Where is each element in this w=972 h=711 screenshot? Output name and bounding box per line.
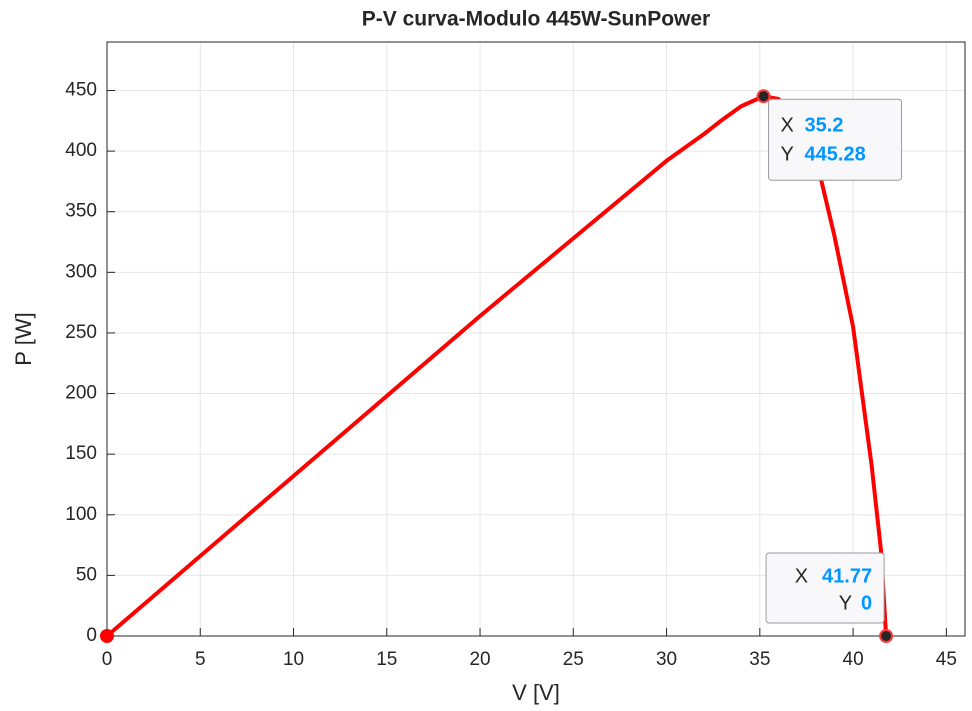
x-tick-label: 5 [195,649,206,670]
x-tick-label: 40 [843,649,864,670]
y-tick-label: 50 [76,564,97,585]
x-tick-label: 15 [376,649,397,670]
y-axis-label: P [W] [11,312,36,365]
y-tick-label: 150 [65,443,97,464]
y-tick-label: 250 [65,322,97,343]
x-tick-label: 25 [563,649,584,670]
axes-box [106,41,966,637]
datatip: 41.77 X 0Y [765,552,885,624]
datatip-marker [756,89,771,104]
datatip-box [765,552,885,624]
datatip: X 35.2 Y 445.28 [768,98,903,181]
chart-title: P-V curva-Modulo 445W-SunPower [362,8,710,31]
y-tick-label: 350 [65,201,97,222]
datatip-y-value: 445.28 [805,143,866,165]
x-axis-label: V [V] [512,680,560,705]
y-tick-label: 100 [65,504,97,525]
x-tick-label: 45 [936,649,957,670]
datatip-x-name: X [795,565,808,587]
datatip-x-value: 41.77 [822,565,872,587]
y-tick-label: 200 [65,383,97,404]
datatip-y-name: Y [839,592,852,614]
x-tick-label: 30 [656,649,677,670]
datatip-box [768,98,903,181]
x-tick-label: 0 [102,649,113,670]
y-tick-label: 450 [65,80,97,101]
series-line [105,94,889,638]
x-tick-label: 10 [283,649,304,670]
datatip-x-value: 35.2 [805,114,844,136]
datatip-marker [879,629,894,643]
y-tick-label: 300 [65,261,97,282]
x-tick-label: 35 [749,649,770,670]
datatip-y-name: Y [781,143,794,165]
start-marker [100,629,114,643]
datatip-x-name: X [781,114,794,136]
datatip-y-value: 0 [861,592,872,614]
y-tick-label: 400 [65,140,97,161]
y-tick-label: 0 [86,625,97,646]
x-tick-label: 20 [469,649,490,670]
